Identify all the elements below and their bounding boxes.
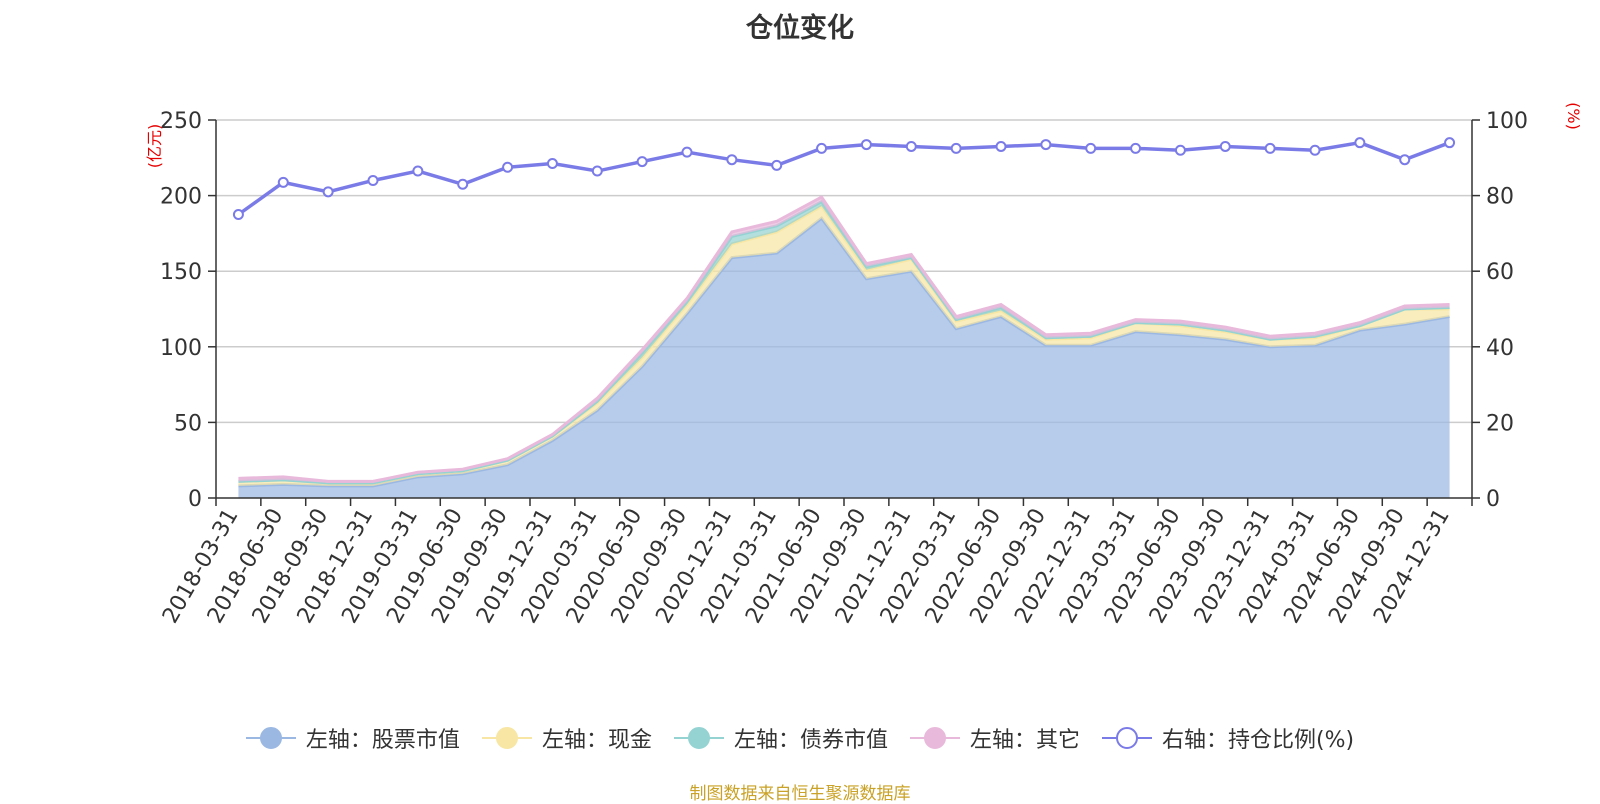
right-axis-unit-label: (%) bbox=[1564, 102, 1583, 130]
legend-label: 左轴：其它 bbox=[969, 728, 1080, 753]
left-axis-tick-label: 100 bbox=[160, 336, 202, 361]
legend-item[interactable]: 左轴：债券市值 bbox=[673, 722, 888, 754]
ratio-point bbox=[502, 161, 514, 173]
legend-item[interactable]: 右轴：持仓比例(%) bbox=[1101, 722, 1355, 754]
ratio-point bbox=[367, 174, 379, 186]
ratio-point bbox=[591, 165, 603, 177]
ratio-point bbox=[457, 178, 469, 190]
stacked-area-layer bbox=[238, 195, 1450, 498]
ratio-point bbox=[995, 140, 1007, 152]
legend-item[interactable]: 左轴：股票市值 bbox=[245, 722, 460, 754]
legend-item[interactable]: 左轴：现金 bbox=[481, 722, 652, 754]
left-axis-unit-label: (亿元) bbox=[145, 124, 164, 169]
legend-symbol bbox=[673, 727, 724, 749]
ratio-line-layer bbox=[232, 137, 1456, 220]
ratio-point bbox=[726, 154, 738, 166]
chart-title: 仓位变化 bbox=[746, 13, 854, 44]
left-axis-tick-label: 150 bbox=[160, 260, 202, 285]
ratio-point bbox=[1309, 144, 1321, 156]
right-axis-tick-label: 20 bbox=[1486, 411, 1514, 436]
legend-symbol bbox=[245, 727, 296, 749]
area-series-1 bbox=[238, 218, 1450, 498]
legend-symbol-dot bbox=[259, 727, 282, 749]
ratio-point bbox=[1354, 137, 1366, 149]
legend-label: 左轴：现金 bbox=[541, 728, 652, 753]
left-axis-tick-label: 50 bbox=[174, 411, 202, 436]
ratio-point bbox=[277, 176, 289, 188]
left-axis-tick-label: 200 bbox=[160, 185, 202, 210]
ratio-point bbox=[412, 165, 424, 177]
left-axis-tick-label: 250 bbox=[160, 109, 202, 134]
legend-symbol-dot bbox=[495, 727, 518, 749]
right-axis-tick-label: 40 bbox=[1486, 336, 1514, 361]
ratio-point bbox=[232, 209, 244, 220]
ratio-point bbox=[1264, 142, 1276, 154]
right-axis-tick-label: 60 bbox=[1486, 260, 1514, 285]
ratio-point bbox=[1040, 139, 1052, 151]
right-axis-tick-label: 0 bbox=[1486, 487, 1500, 512]
legend-symbol-dot bbox=[923, 727, 946, 749]
right-axis-tick-label: 100 bbox=[1486, 109, 1528, 134]
ratio-point bbox=[1444, 137, 1456, 149]
ratio-point bbox=[1174, 144, 1186, 156]
right-axis-tick-label: 80 bbox=[1486, 185, 1514, 210]
ratio-point bbox=[1219, 140, 1231, 152]
legend-symbol bbox=[909, 727, 960, 749]
legend: 左轴：股票市值 左轴：现金 左轴：债券市值 左轴：其它 右轴：持仓比例(%) bbox=[0, 718, 1600, 758]
ratio-point bbox=[322, 186, 334, 198]
legend-label: 左轴：股票市值 bbox=[305, 728, 460, 753]
left-axis-tick-label: 0 bbox=[188, 487, 202, 512]
ratio-point bbox=[860, 139, 872, 151]
ratio-point bbox=[905, 140, 917, 152]
legend-label: 左轴：债券市值 bbox=[733, 728, 888, 753]
legend-symbol-dot bbox=[687, 727, 710, 749]
area-series-edge-4 bbox=[238, 195, 1450, 483]
ratio-point bbox=[950, 142, 962, 154]
legend-item[interactable]: 左轴：其它 bbox=[909, 722, 1080, 754]
ratio-point bbox=[771, 159, 783, 171]
ratio-line bbox=[237, 140, 1451, 216]
source-note: 制图数据来自恒生聚源数据库 bbox=[689, 784, 911, 804]
legend-symbol bbox=[1101, 727, 1152, 749]
ratio-point bbox=[1130, 142, 1142, 154]
ratio-point bbox=[816, 142, 828, 154]
legend-label: 右轴：持仓比例(%) bbox=[1161, 728, 1355, 753]
ratio-point bbox=[681, 146, 693, 158]
ratio-point bbox=[546, 157, 558, 169]
legend-symbol bbox=[481, 727, 532, 749]
ratio-point bbox=[636, 156, 648, 168]
ratio-point bbox=[1085, 142, 1097, 154]
legend-symbol-dot bbox=[1115, 727, 1138, 749]
ratio-point bbox=[1399, 154, 1411, 166]
